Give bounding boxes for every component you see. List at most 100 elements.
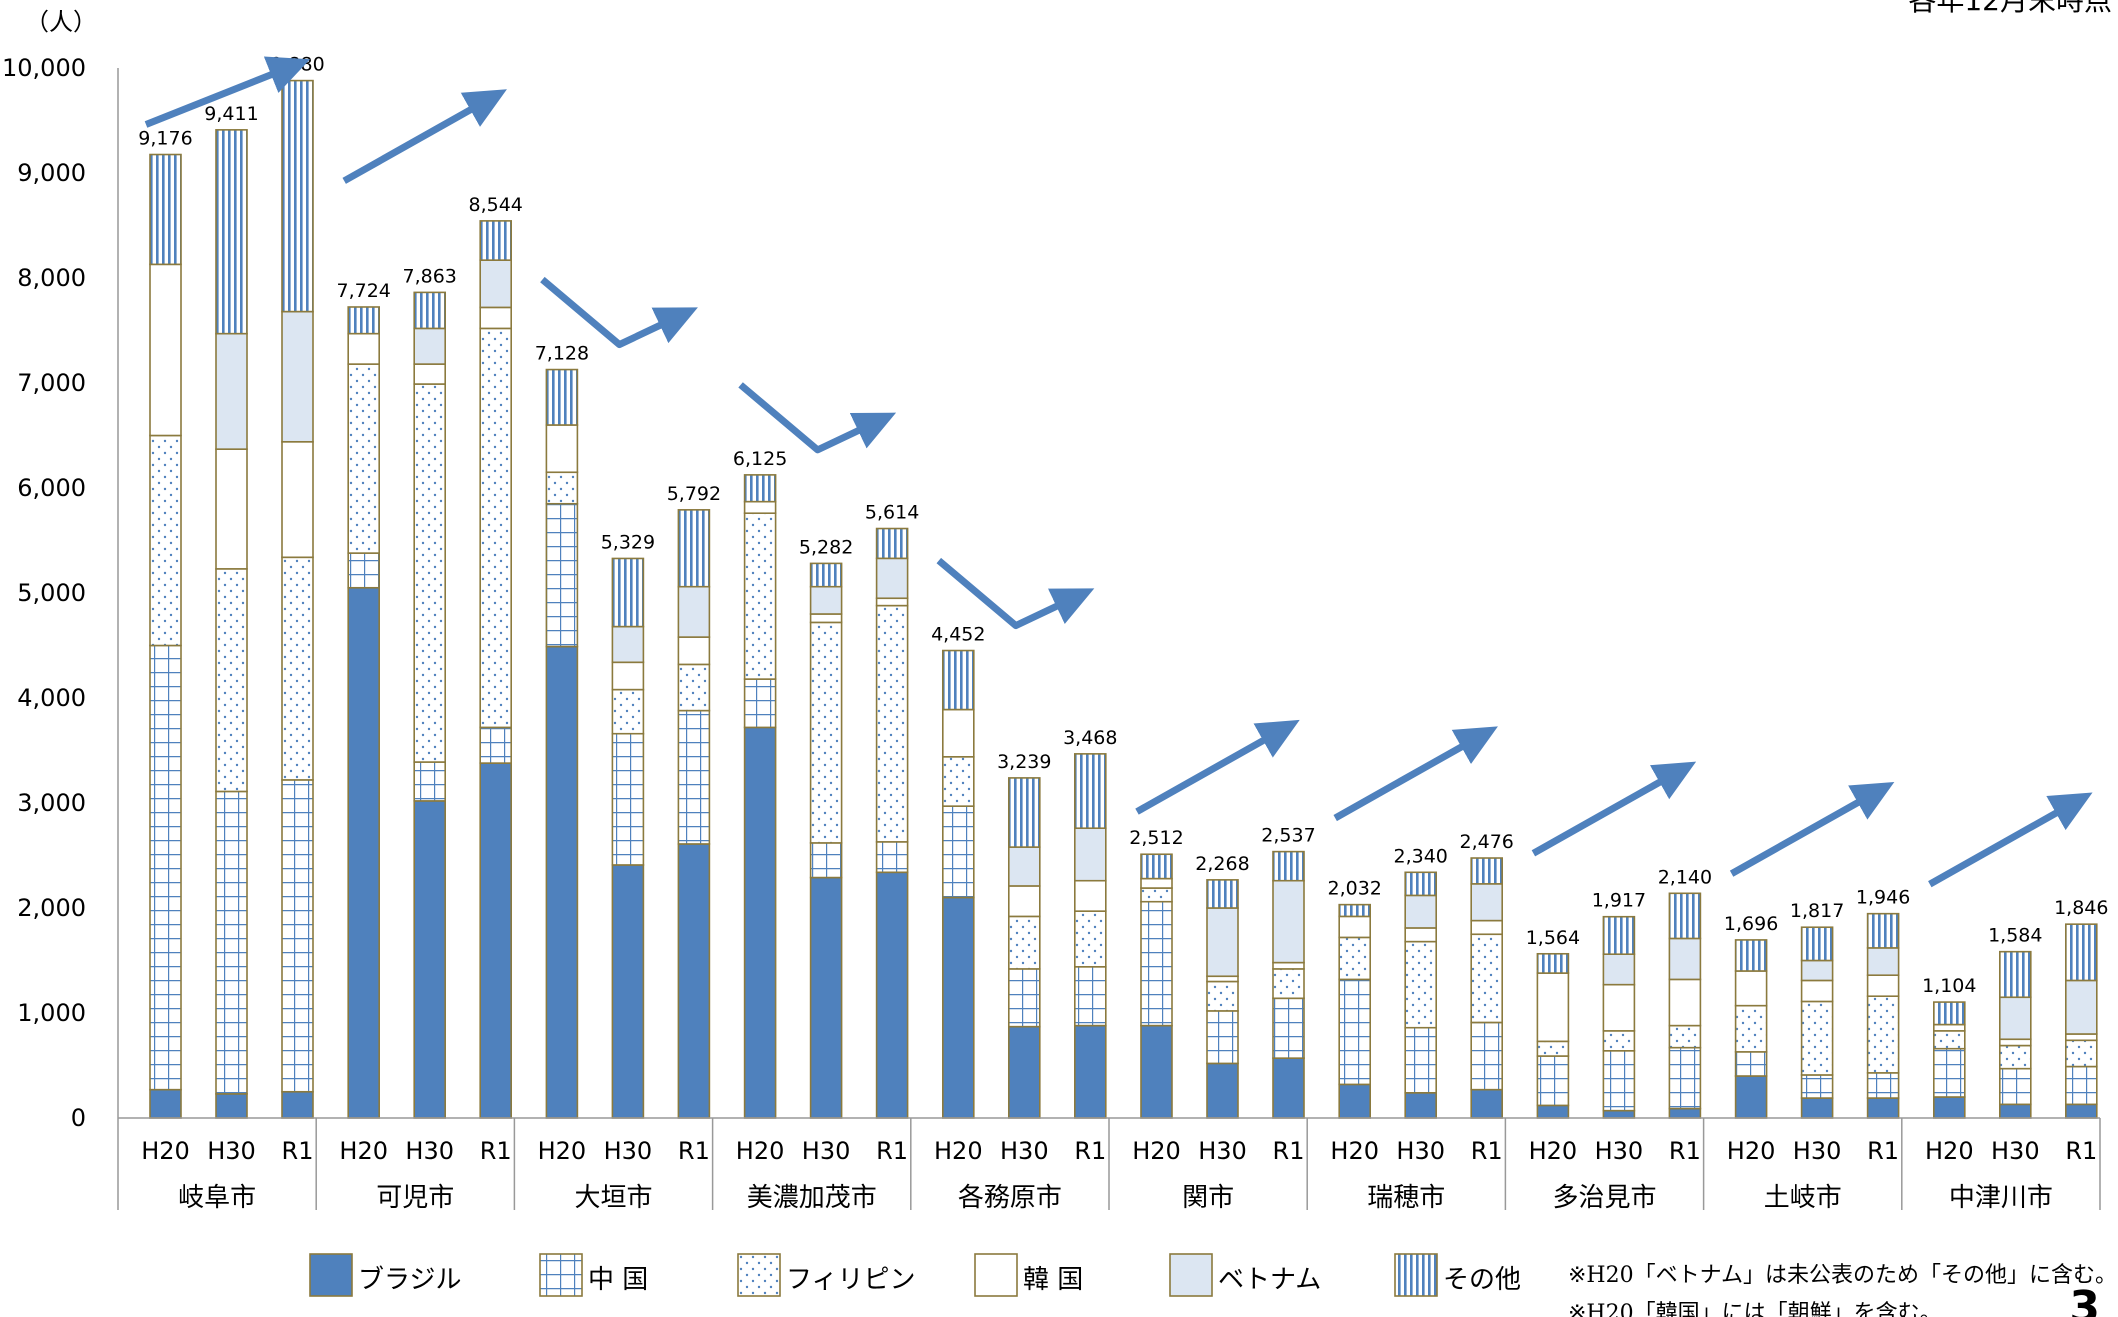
bar-segment (1338, 915, 1371, 939)
bar-segment (1999, 1044, 2032, 1070)
bar-segment (875, 604, 909, 843)
legend-label: その他 (1443, 1265, 1521, 1295)
bar-segment (1206, 907, 1239, 978)
bar-segment (545, 368, 579, 426)
bar-segment (1404, 1092, 1437, 1119)
year-label: R1 (678, 1137, 710, 1165)
bar-total-label: 1,696 (1724, 913, 1778, 935)
bar-segment (677, 663, 711, 712)
bar-segment (1470, 919, 1503, 936)
year-label: H20 (1925, 1137, 1974, 1165)
bar-segment (1470, 933, 1503, 1024)
year-label: H30 (802, 1137, 851, 1165)
bar-segment (413, 327, 447, 365)
bar-segment (1007, 885, 1041, 918)
bar-segment (1602, 1030, 1636, 1052)
bar-segment (413, 383, 447, 763)
as-of-note: 各年12月末時点 (1908, 0, 2112, 17)
year-label: H30 (207, 1137, 256, 1165)
bar-total-label: 1,104 (1922, 975, 1976, 997)
bar-segment (1602, 953, 1636, 986)
year-label: H30 (1793, 1137, 1842, 1165)
bar-segment (1536, 1104, 1570, 1119)
bar-segment (611, 661, 645, 691)
bar-segment (1404, 940, 1437, 1029)
bar-segment (215, 790, 248, 1095)
bar-segment (215, 568, 248, 793)
bar-segment (545, 424, 579, 474)
city-label: 関市 (1182, 1183, 1234, 1213)
legend-swatch (1169, 1253, 1213, 1297)
bar-total-label: 5,282 (799, 536, 853, 558)
bar-segment (479, 726, 513, 764)
bar-segment (1800, 1000, 1834, 1076)
bar-segment (479, 306, 513, 330)
bar-segment (1933, 1023, 1966, 1032)
legend-item: フィリピン (737, 1253, 915, 1297)
bar-segment (1074, 827, 1107, 882)
bar-segment (281, 556, 314, 781)
city-label: 多治見市 (1552, 1183, 1656, 1213)
bar-segment (1470, 1021, 1503, 1091)
bar-segment (875, 597, 909, 607)
trend-arrow (342, 89, 507, 184)
year-label: H20 (538, 1137, 587, 1165)
bar-segment (1536, 1055, 1570, 1107)
year-label: R1 (1074, 1137, 1106, 1165)
year-label: H20 (339, 1137, 388, 1165)
bar-segment (1999, 1067, 2032, 1106)
y-tick-label: 4,000 (17, 684, 86, 712)
bar-segment (479, 220, 513, 261)
bar-group-2: 7,724 7,863 8,544 (336, 194, 523, 1119)
bar-total-label: 1,846 (2054, 897, 2108, 919)
bar-segment (677, 843, 711, 1119)
bar-segment (1999, 950, 2032, 999)
year-label: R1 (876, 1137, 908, 1165)
bar-segment (281, 440, 314, 559)
trend-arrow (738, 382, 897, 454)
bar-segment (611, 625, 645, 664)
footnote-1: ※H20「ベトナム」は未公表のため「その他」に含む。 (1568, 1263, 2117, 1288)
bar-segment (1470, 883, 1503, 922)
y-tick-label: 7,000 (17, 369, 86, 397)
trend-arrows (144, 56, 2093, 888)
bar-segment (1933, 1030, 1966, 1050)
city-label: 美濃加茂市 (747, 1183, 877, 1213)
bar-segment (1668, 1107, 1702, 1119)
bar-segment (1734, 939, 1768, 972)
year-label: R1 (282, 1137, 314, 1165)
bar-segment (611, 557, 645, 628)
bar-segment (1866, 1072, 1900, 1099)
bar-segment (2065, 1065, 2098, 1106)
city-label: 中津川市 (1949, 1183, 2053, 1213)
bar-total-label: 1,817 (1790, 900, 1844, 922)
bar-segment (1866, 947, 1900, 977)
bar-total-label: 7,724 (336, 280, 390, 302)
y-tick-label: 8,000 (17, 264, 86, 292)
bar-segment (1800, 926, 1834, 962)
bar-total-label: 3,239 (997, 751, 1051, 773)
bar-segment (281, 79, 314, 313)
y-tick-label: 6,000 (17, 474, 86, 502)
legend-label: ブラジル (358, 1265, 461, 1295)
bar-segment (1272, 850, 1305, 882)
bar-segment (809, 842, 843, 879)
bar-segment (1668, 1024, 1702, 1049)
bar-segment (1800, 1074, 1834, 1099)
bar-total-label: 9,411 (204, 103, 258, 125)
bar-segment (941, 649, 975, 711)
bar-segment (1272, 968, 1305, 1000)
bar-segment (281, 310, 314, 443)
bar-segment (1206, 1010, 1239, 1065)
y-tick-label: 0 (71, 1104, 86, 1132)
bar-segment (149, 153, 182, 266)
year-label: R1 (1471, 1137, 1503, 1165)
legend-label: ベトナム (1218, 1265, 1321, 1295)
bar-segment (1404, 927, 1437, 943)
y-tick-label: 9,000 (17, 159, 86, 187)
y-tick-label: 10,000 (2, 54, 86, 82)
bar-group-10: 1,104 1,584 1,846 (1922, 897, 2109, 1119)
bar-total-label: 7,863 (402, 265, 456, 287)
bar-segment (1338, 1083, 1371, 1119)
